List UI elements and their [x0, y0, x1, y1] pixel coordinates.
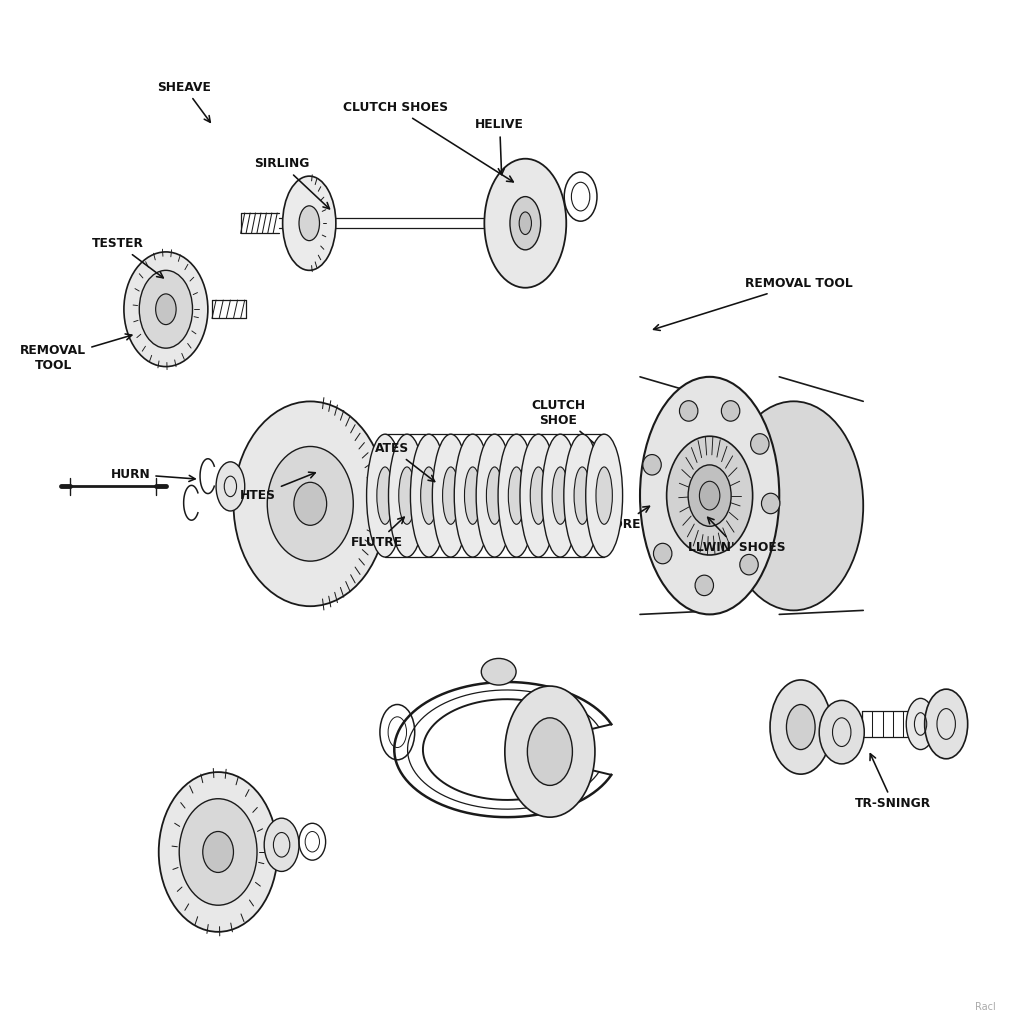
Ellipse shape — [680, 400, 698, 421]
Ellipse shape — [552, 467, 568, 524]
Ellipse shape — [388, 434, 425, 557]
Ellipse shape — [398, 467, 415, 524]
Text: MORE: MORE — [601, 506, 649, 530]
Ellipse shape — [520, 434, 557, 557]
Ellipse shape — [421, 467, 437, 524]
Text: SIRLING: SIRLING — [254, 158, 330, 209]
Ellipse shape — [203, 831, 233, 872]
Ellipse shape — [667, 436, 753, 555]
Ellipse shape — [643, 455, 662, 475]
Ellipse shape — [283, 176, 336, 270]
Ellipse shape — [751, 434, 769, 455]
Ellipse shape — [770, 680, 831, 774]
Ellipse shape — [739, 554, 758, 574]
Ellipse shape — [498, 434, 535, 557]
Ellipse shape — [484, 159, 566, 288]
Ellipse shape — [264, 818, 299, 871]
Ellipse shape — [699, 481, 720, 510]
Ellipse shape — [124, 252, 208, 367]
Text: Racl: Racl — [975, 1001, 995, 1012]
Ellipse shape — [819, 700, 864, 764]
Ellipse shape — [233, 401, 387, 606]
Text: REMOVAL TOOL: REMOVAL TOOL — [653, 278, 853, 331]
Ellipse shape — [510, 197, 541, 250]
Ellipse shape — [508, 467, 524, 524]
Ellipse shape — [159, 772, 278, 932]
Text: FLUTRE: FLUTRE — [351, 517, 404, 549]
Ellipse shape — [481, 658, 516, 685]
Ellipse shape — [574, 467, 591, 524]
Ellipse shape — [906, 698, 935, 750]
Ellipse shape — [476, 434, 513, 557]
Ellipse shape — [586, 434, 623, 557]
Text: SHEAVE: SHEAVE — [158, 81, 211, 122]
Ellipse shape — [486, 467, 503, 524]
Ellipse shape — [299, 206, 319, 241]
Text: CLUTCH
SHOE: CLUTCH SHOE — [531, 398, 609, 456]
Text: HTES: HTES — [240, 472, 315, 502]
Ellipse shape — [786, 705, 815, 750]
Ellipse shape — [596, 467, 612, 524]
Ellipse shape — [442, 467, 459, 524]
Text: TR-SNINGR: TR-SNINGR — [855, 754, 931, 810]
Ellipse shape — [139, 270, 193, 348]
Ellipse shape — [156, 294, 176, 325]
Ellipse shape — [653, 544, 672, 564]
Ellipse shape — [695, 575, 714, 596]
Ellipse shape — [724, 401, 863, 610]
Ellipse shape — [179, 799, 257, 905]
Text: ATES: ATES — [375, 442, 434, 481]
Text: HURN: HURN — [111, 468, 196, 481]
Text: LLWIN' SHOES: LLWIN' SHOES — [688, 517, 785, 554]
Ellipse shape — [530, 467, 547, 524]
Ellipse shape — [542, 434, 579, 557]
Ellipse shape — [367, 434, 403, 557]
Text: HELIVE: HELIVE — [475, 119, 524, 175]
Ellipse shape — [527, 718, 572, 785]
Text: REMOVAL
TOOL: REMOVAL TOOL — [20, 334, 132, 373]
Ellipse shape — [216, 462, 245, 511]
Ellipse shape — [432, 434, 469, 557]
Ellipse shape — [640, 377, 779, 614]
Ellipse shape — [564, 434, 601, 557]
Ellipse shape — [465, 467, 481, 524]
Ellipse shape — [762, 494, 780, 514]
Ellipse shape — [267, 446, 353, 561]
Ellipse shape — [721, 400, 739, 421]
Ellipse shape — [294, 482, 327, 525]
Ellipse shape — [925, 689, 968, 759]
Ellipse shape — [519, 212, 531, 234]
Ellipse shape — [505, 686, 595, 817]
Ellipse shape — [455, 434, 492, 557]
Ellipse shape — [377, 467, 393, 524]
Text: CLUTCH SHOES: CLUTCH SHOES — [343, 101, 513, 182]
Ellipse shape — [411, 434, 447, 557]
Text: TESTER: TESTER — [92, 238, 163, 278]
Ellipse shape — [688, 465, 731, 526]
